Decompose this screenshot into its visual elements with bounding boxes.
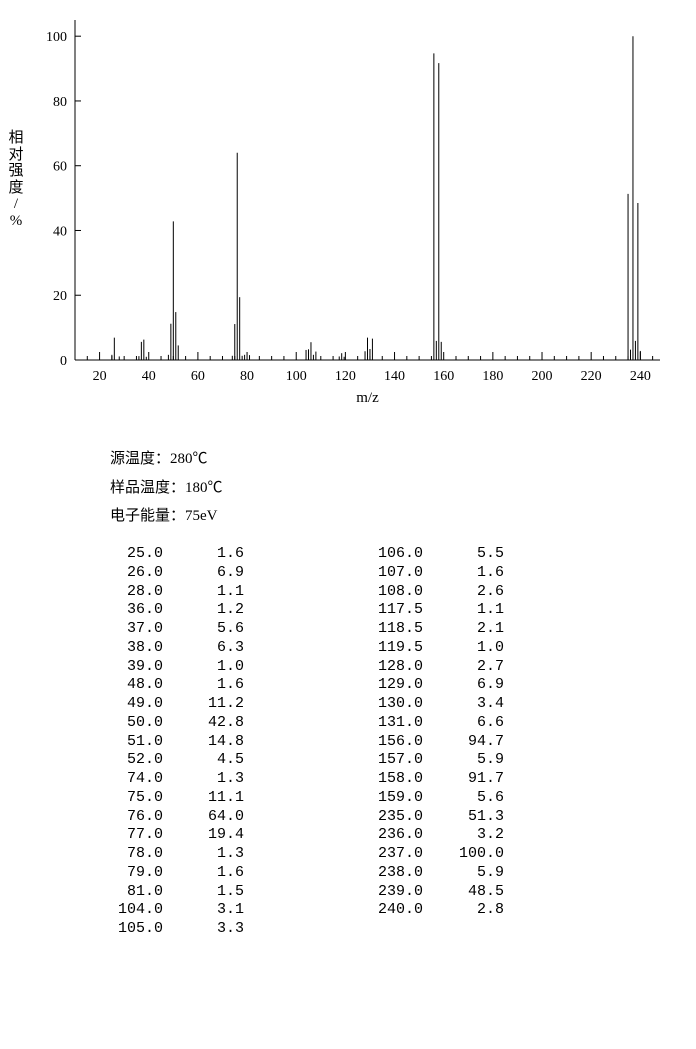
mass-spectrum-chart: 相 对 强 度 / % 0 20 40 60 80 100 20 40 60 80 100 120 14… <box>0 0 696 430</box>
svg-text:120: 120 <box>335 369 356 384</box>
svg-text:100: 100 <box>286 369 307 384</box>
svg-text:80: 80 <box>53 95 67 110</box>
sample-temp-row: 样品温度：180℃ <box>110 474 223 503</box>
svg-text:200: 200 <box>532 369 553 384</box>
sample-temp-label: 样品温度： <box>110 480 185 496</box>
page: 相 对 强 度 / % 0 20 40 60 80 100 20 40 60 80 100 120 14… <box>0 0 696 1049</box>
svg-text:40: 40 <box>53 224 67 239</box>
svg-text:180: 180 <box>482 369 503 384</box>
electron-energy-value: 75eV <box>185 508 218 524</box>
svg-text:240: 240 <box>630 369 651 384</box>
svg-text:220: 220 <box>581 369 602 384</box>
svg-text:60: 60 <box>53 160 67 175</box>
peak-table-right-column: 106.0 5.5 107.0 1.6 108.0 2.6 117.5 1.1 … <box>360 545 620 939</box>
y-axis-label: 相 对 强 度 / % <box>8 130 24 229</box>
svg-text:80: 80 <box>240 369 254 384</box>
svg-text:20: 20 <box>93 369 107 384</box>
svg-text:m/z: m/z <box>356 390 379 406</box>
peak-table-left-column: 25.0 1.6 26.0 6.9 28.0 1.1 36.0 1.2 37.0… <box>100 545 360 939</box>
sample-temp-value: 180℃ <box>185 480 223 496</box>
svg-text:140: 140 <box>384 369 405 384</box>
svg-text:40: 40 <box>142 369 156 384</box>
electron-energy-label: 电子能量： <box>110 508 185 524</box>
chart-svg: 0 20 40 60 80 100 20 40 60 80 100 120 140 160 180 200 22… <box>0 0 696 430</box>
source-temp-value: 280℃ <box>170 451 208 467</box>
source-temp-label: 源温度： <box>110 451 170 467</box>
svg-text:160: 160 <box>433 369 454 384</box>
acquisition-parameters: 源温度：280℃ 样品温度：180℃ 电子能量：75eV <box>110 445 223 531</box>
svg-text:100: 100 <box>46 30 67 45</box>
peak-table: 25.0 1.6 26.0 6.9 28.0 1.1 36.0 1.2 37.0… <box>100 545 620 939</box>
svg-text:20: 20 <box>53 289 67 304</box>
electron-energy-row: 电子能量：75eV <box>110 502 223 531</box>
svg-text:60: 60 <box>191 369 205 384</box>
source-temp-row: 源温度：280℃ <box>110 445 223 474</box>
svg-text:0: 0 <box>60 354 67 369</box>
